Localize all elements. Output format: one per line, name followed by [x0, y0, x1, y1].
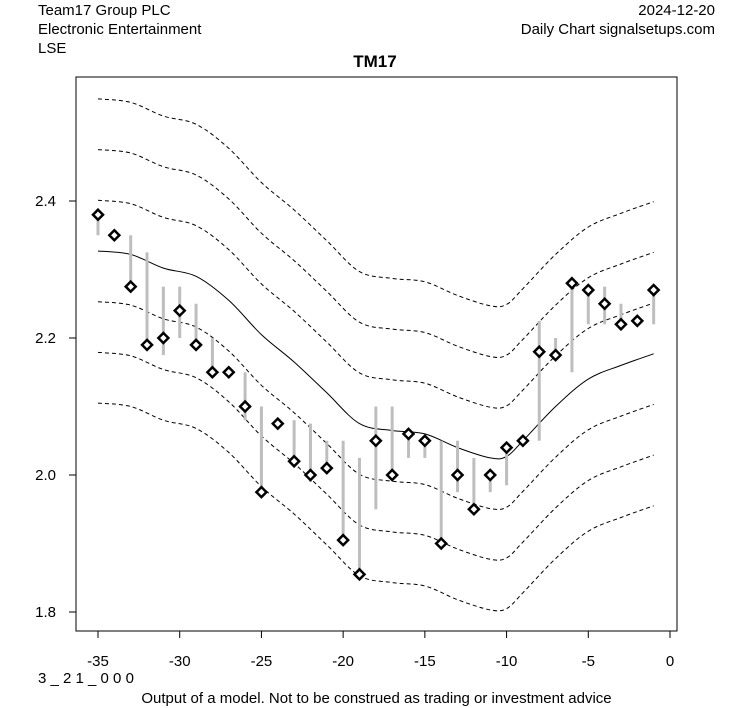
close-point — [565, 276, 579, 290]
close-point — [107, 228, 122, 243]
close-point — [189, 338, 203, 352]
close-point — [156, 331, 171, 345]
dashed-band-line — [97, 98, 654, 308]
close-point — [630, 314, 645, 328]
close-point — [597, 296, 612, 311]
x-tick-label: -20 — [332, 653, 354, 670]
close-point — [320, 461, 334, 475]
close-point — [369, 433, 383, 448]
close-point — [385, 468, 399, 482]
close-point — [287, 454, 301, 469]
chart-title: TM17 — [353, 52, 396, 71]
chart-source: Daily Chart signalsetups.com — [520, 21, 715, 38]
y-tick-label: 2.2 — [35, 330, 56, 347]
close-point — [336, 533, 350, 547]
x-tick-label: -5 — [582, 653, 595, 670]
close-point — [254, 485, 269, 499]
close-point — [548, 348, 563, 362]
disclaimer: Output of a model. Not to be construed a… — [141, 690, 612, 707]
close-point — [450, 468, 465, 482]
chart-date: 2024-12-20 — [638, 2, 715, 19]
y-tick-label: 2.0 — [35, 467, 56, 484]
close-point — [123, 279, 138, 294]
x-tick-label: -30 — [169, 653, 191, 670]
close-point — [140, 338, 154, 352]
close-point — [483, 468, 497, 482]
close-point — [614, 317, 628, 332]
plot-area-frame — [75, 76, 678, 632]
close-point — [467, 502, 481, 517]
close-point — [172, 303, 187, 318]
model-code: 3 _ 2 1 _ 0 0 0 — [38, 670, 134, 687]
close-point — [352, 567, 367, 582]
close-point — [434, 536, 448, 551]
x-tick-label: -35 — [87, 653, 109, 670]
x-tick-label: -10 — [496, 653, 518, 670]
close-point — [238, 399, 252, 414]
close-point — [271, 416, 285, 431]
exchange-label: LSE — [38, 40, 67, 57]
dashed-band-line — [97, 351, 654, 561]
close-point — [516, 433, 530, 448]
close-point — [418, 433, 432, 448]
dashed-band-line — [97, 301, 654, 511]
y-tick-label: 1.8 — [35, 604, 56, 621]
close-point — [401, 427, 416, 441]
x-tick-label: 0 — [666, 653, 674, 670]
close-point — [91, 207, 105, 222]
close-point — [646, 283, 661, 297]
close-point — [581, 283, 596, 297]
x-tick-label: -15 — [414, 653, 436, 670]
close-point — [303, 468, 318, 482]
close-point — [221, 365, 236, 380]
close-point — [205, 365, 220, 380]
dashed-band-line — [97, 402, 654, 612]
close-point — [499, 440, 514, 455]
dashed-band-line — [97, 199, 654, 409]
y-tick-label: 2.4 — [35, 193, 56, 210]
company-name: Team17 Group PLC — [38, 2, 171, 19]
dashed-band-line — [97, 149, 654, 358]
x-tick-label: -25 — [251, 653, 273, 670]
close-point — [532, 344, 547, 359]
sector-label: Electronic Entertainment — [38, 21, 202, 38]
